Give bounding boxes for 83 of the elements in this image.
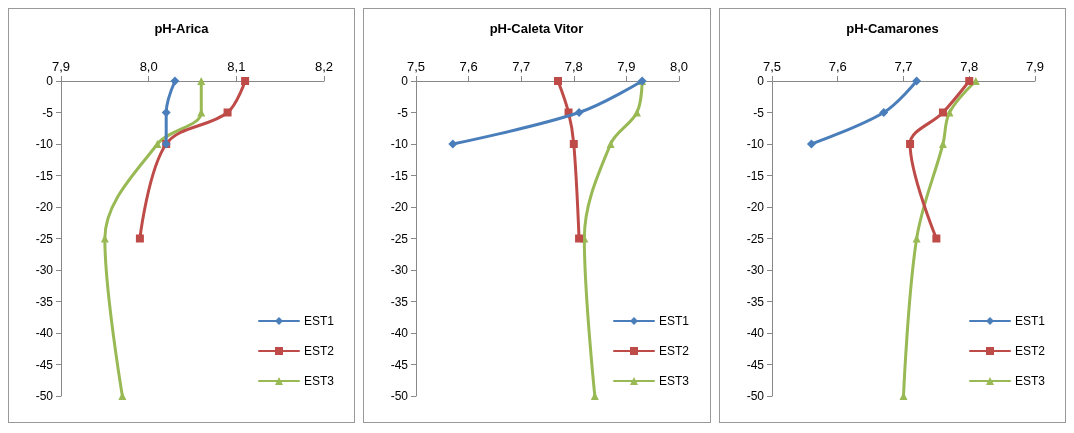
y-tick-label: -45 [746, 357, 764, 372]
legend-label: EST3 [659, 374, 690, 388]
x-tick-label: 7,5 [407, 59, 426, 74]
x-tick-label: 7,9 [1025, 59, 1044, 74]
point [575, 234, 584, 243]
x-tick-label: 7,7 [512, 59, 531, 74]
y-tick-label: 0 [401, 74, 409, 88]
y-tick-label: -35 [35, 294, 54, 309]
point [554, 77, 563, 85]
x-tick-label: 8,2 [314, 59, 334, 74]
y-tick-label: -10 [390, 137, 409, 151]
y-tick-label: -5 [42, 105, 54, 120]
x-tick-label: 7,8 [959, 59, 978, 74]
y-tick-label: -30 [390, 263, 409, 277]
point [938, 140, 947, 148]
y-tick-label: -10 [35, 137, 54, 151]
y-tick-label: 0 [756, 74, 764, 88]
point [135, 234, 144, 243]
y-tick-label: -45 [35, 357, 54, 372]
y-tick-label: -10 [746, 137, 764, 151]
point [197, 77, 206, 85]
legend-label: EST2 [303, 344, 335, 358]
x-tick-label: 8,0 [139, 59, 158, 74]
x-tick-label: 7,7 [894, 59, 913, 74]
x-tick-label: 7,5 [762, 59, 781, 74]
point [241, 77, 250, 85]
y-tick-label: -25 [746, 231, 764, 246]
y-tick-label: -20 [35, 200, 54, 214]
y-tick-label: -40 [390, 326, 409, 340]
x-tick-label: 7,6 [459, 59, 478, 74]
point [153, 140, 162, 148]
x-tick-label: 8,1 [227, 59, 246, 74]
point [606, 140, 615, 148]
y-tick-label: -50 [390, 389, 409, 403]
x-tick-label: 7,8 [565, 59, 584, 74]
x-tick-label: 7,9 [617, 59, 636, 74]
y-tick-label: -50 [35, 389, 54, 403]
point [806, 139, 816, 149]
point [911, 76, 921, 86]
y-tick-label: -5 [397, 105, 409, 120]
x-tick-label: 7,6 [828, 59, 847, 74]
legend-label: EST1 [1014, 314, 1045, 328]
legend-label: EST3 [1014, 374, 1045, 388]
y-tick-label: -40 [746, 326, 764, 340]
legend-label: EST2 [659, 344, 690, 358]
point [118, 392, 127, 400]
point [223, 108, 232, 117]
chart-title: pH-Caleta Vitor [489, 21, 584, 36]
point [964, 77, 973, 85]
x-tick-label: 8,0 [670, 59, 689, 74]
y-tick-label: -35 [390, 294, 409, 309]
y-tick-label: -35 [746, 294, 764, 309]
legend-label: EST1 [303, 314, 335, 328]
chart-title: pH-Camarones [845, 21, 939, 36]
point [570, 140, 579, 148]
point [161, 108, 171, 117]
point [448, 139, 458, 149]
point [905, 140, 914, 148]
point [633, 108, 642, 117]
y-tick-label: -50 [746, 389, 764, 403]
y-tick-label: 0 [46, 74, 54, 88]
legend-label: EST1 [659, 314, 690, 328]
legend-label: EST2 [1014, 344, 1045, 358]
point [878, 108, 888, 117]
y-tick-label: -20 [390, 200, 409, 214]
y-tick-label: -15 [390, 168, 409, 183]
y-tick-label: -15 [35, 168, 54, 183]
x-tick-label: 7,9 [51, 59, 71, 74]
y-tick-label: -25 [390, 231, 409, 246]
y-tick-label: -30 [746, 263, 764, 277]
y-tick-label: -25 [35, 231, 54, 246]
point [932, 234, 941, 243]
y-tick-label: -40 [35, 326, 54, 340]
y-tick-label: -30 [35, 263, 54, 277]
y-tick-label: -45 [390, 357, 409, 372]
point [574, 108, 584, 117]
y-tick-label: -15 [746, 168, 764, 183]
y-tick-label: -20 [746, 200, 764, 214]
point [170, 76, 180, 86]
y-tick-label: -5 [752, 105, 764, 120]
legend-label: EST3 [303, 374, 335, 388]
chart-title: pH-Arica [154, 21, 210, 36]
point [938, 108, 947, 117]
